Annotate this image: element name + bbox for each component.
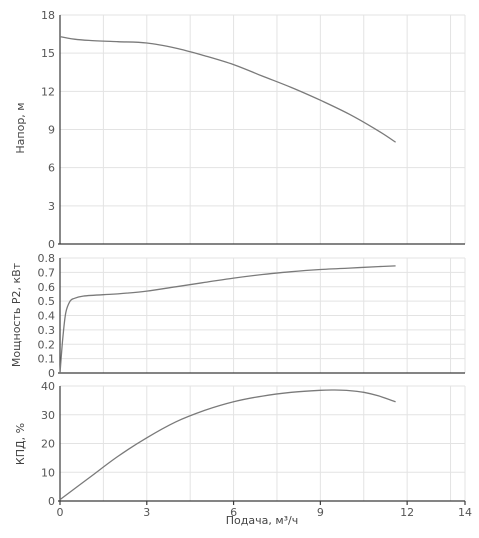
head-y-tick-label: 15 <box>41 47 55 60</box>
power-axis-label: Мощность Р2, кВт <box>10 262 23 367</box>
power-y-tick-label: 0.1 <box>38 353 56 366</box>
power-y-tick-label: 0.2 <box>38 338 56 351</box>
efficiency-curve <box>59 389 396 501</box>
flow-axis-label: Подача, м³/ч <box>226 514 299 527</box>
power-y-tick-label: 0.4 <box>38 310 56 323</box>
power-y-tick-label: 0.5 <box>38 295 56 308</box>
efficiency-y-tick-label: 40 <box>41 380 55 393</box>
power-curve <box>59 265 396 374</box>
x-tick-label: 6 <box>230 506 237 519</box>
head-y-tick-label: 0 <box>48 238 55 251</box>
head-y-tick-label: 12 <box>41 85 55 98</box>
head-axis-label: Напор, м <box>14 102 27 153</box>
efficiency-panel: КПД, % Подача, м³/ч 0 10 20 30 40 0 3 6 9 12 14 <box>14 380 472 527</box>
efficiency-y-tick-label: 20 <box>41 438 55 451</box>
efficiency-axis-label: КПД, % <box>14 423 27 465</box>
x-tick-label: 12 <box>400 506 414 519</box>
x-tick-label: 9 <box>317 506 324 519</box>
efficiency-y-tick-label: 30 <box>41 409 55 422</box>
power-panel: Мощность Р2, кВт 00.1 0.20.30.4 0.50.6 0.70… <box>10 252 466 380</box>
power-y-tick-label: 0.7 <box>38 266 56 279</box>
power-y-tick-label: 0.8 <box>38 252 56 265</box>
efficiency-y-tick-label: 0 <box>48 495 55 508</box>
head-curve <box>59 35 396 143</box>
power-y-tick-label: 0.3 <box>38 324 56 337</box>
power-y-tick-label: 0 <box>48 367 55 380</box>
x-tick-label: 0 <box>57 506 64 519</box>
head-y-tick-label: 18 <box>41 9 55 22</box>
head-y-tick-label: 9 <box>48 124 55 137</box>
x-tick-label: 14 <box>458 506 472 519</box>
head-y-tick-label: 6 <box>48 162 55 175</box>
efficiency-y-tick-label: 10 <box>41 466 55 479</box>
power-y-tick-label: 0.6 <box>38 281 56 294</box>
head-panel: Напор, м 0 3 6 9 12 15 18 <box>14 9 466 251</box>
head-y-tick-label: 3 <box>48 200 55 213</box>
x-tick-label: 3 <box>143 506 150 519</box>
